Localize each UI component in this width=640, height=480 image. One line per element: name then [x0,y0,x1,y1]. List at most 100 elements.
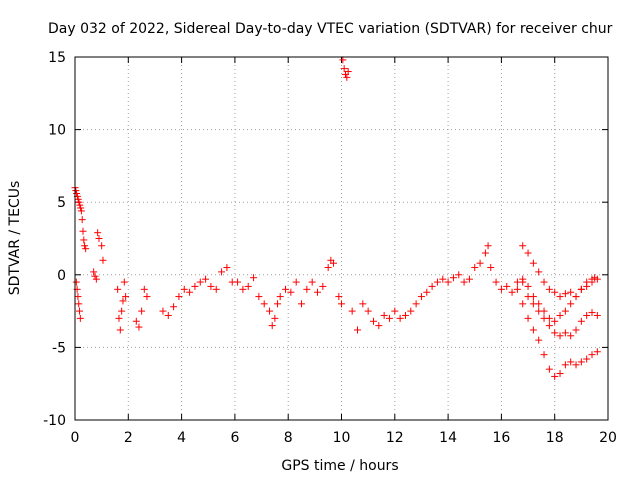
data-point [545,322,553,330]
data-point [476,259,484,267]
data-point [540,307,548,315]
data-point [561,361,569,369]
data-point [385,314,393,322]
data-point [577,358,585,366]
data-point [202,275,210,283]
data-point [551,317,559,325]
data-point [94,229,102,237]
data-point [250,274,258,282]
data-point [588,278,596,286]
data-point [487,264,495,272]
data-point [74,195,82,203]
data-point [535,268,543,276]
data-point [417,293,425,301]
data-point [75,198,83,206]
data-point [524,282,532,290]
x-tick-label: 14 [439,430,457,446]
data-point [76,314,84,322]
data-point [72,278,80,286]
data-point [91,272,99,280]
data-point [159,307,167,315]
data-point [77,204,85,212]
data-point [266,307,274,315]
data-point [561,329,569,337]
data-point [540,278,548,286]
data-point [561,290,569,298]
data-point [577,285,585,293]
data-point [513,285,521,293]
data-point [292,278,300,286]
data-point [423,288,431,296]
data-point [535,300,543,308]
data-point [551,288,559,296]
data-point [401,311,409,319]
data-point [588,309,596,317]
data-point [593,275,601,283]
data-point [244,282,252,290]
data-point [170,303,178,311]
data-point [338,300,345,308]
data-point [314,288,322,296]
data-point [583,282,591,290]
data-point [282,285,290,293]
data-point [340,65,348,73]
data-point [135,323,143,331]
data-point [503,282,511,290]
data-point [471,264,479,272]
x-tick-label: 18 [546,430,564,446]
data-point [369,317,377,325]
data-point [567,358,575,366]
x-tick-label: 20 [599,430,617,446]
data-point [359,300,367,308]
data-point [335,293,343,301]
data-point [82,245,90,253]
x-tick-label: 8 [284,430,293,446]
data-point [343,73,351,81]
data-point [75,300,83,308]
x-tick-label: 16 [492,430,510,446]
data-point [78,216,86,224]
data-point [572,293,580,301]
data-point [364,307,372,315]
data-point [239,285,247,293]
data-point [519,242,527,250]
data-point [572,326,580,334]
data-point [535,336,543,344]
data-point [545,365,553,373]
data-point [79,227,87,235]
data-point [344,68,352,76]
data-point [255,293,263,301]
data-point [567,288,575,296]
data-point [545,285,553,293]
data-point [324,264,332,272]
data-point [191,282,199,290]
data-point [545,314,553,322]
x-axis-label: GPS time / hours [281,458,398,474]
data-point [73,189,81,197]
y-tick-label: 15 [48,50,66,66]
data-point [556,370,564,378]
data-point [287,288,295,296]
plot-frame [74,56,609,421]
data-point [572,361,580,369]
data-point [164,311,172,319]
data-point [90,268,98,276]
chart-title: Day 032 of 2022, Sidereal Day-to-day VTE… [48,21,613,37]
data-point [330,259,338,267]
data-point [556,332,564,340]
data-point [484,242,492,250]
data-point [140,285,148,293]
data-point [274,300,282,308]
data-point [143,293,151,301]
y-axis-label: SDTVAR / TECUs [7,181,23,296]
y-tick-label: 5 [57,195,66,211]
data-point [348,307,356,315]
data-point [396,314,404,322]
data-point [92,275,100,283]
data-point [556,311,564,319]
data-point [175,293,183,301]
data-point [186,288,194,296]
data-point [583,355,591,363]
data-point [74,293,82,301]
